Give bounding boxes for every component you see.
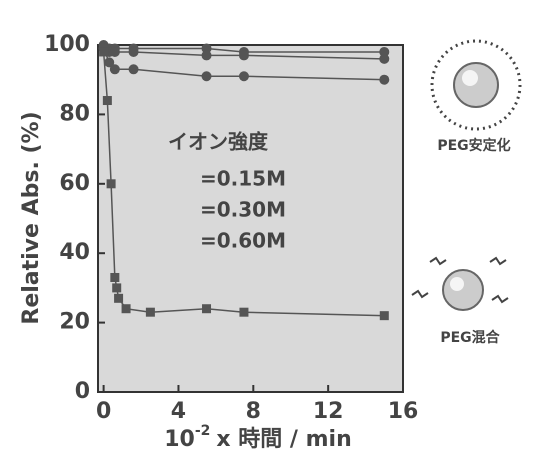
x-axis-label: 10-2 x 時間 / min [164, 423, 352, 452]
annotation: =0.60M [200, 229, 286, 253]
marker [121, 304, 131, 314]
marker [114, 293, 124, 303]
marker [379, 311, 389, 321]
x-tick-label: 0 [96, 399, 111, 424]
marker [99, 47, 109, 57]
x-tick-label: 8 [246, 399, 261, 424]
annotation: =0.15M [200, 167, 286, 191]
annotation: イオン強度 [168, 130, 269, 154]
annotation: =0.30M [200, 198, 286, 222]
x-tick-label: 4 [171, 399, 186, 424]
marker [201, 43, 212, 54]
marker [110, 272, 120, 282]
marker [238, 50, 249, 61]
marker [104, 57, 115, 68]
x-tick-label: 16 [388, 399, 419, 424]
x-label-rest: x 時間 / min [216, 427, 351, 452]
plot-area [97, 44, 404, 393]
marker [201, 50, 212, 61]
y-tick-label: 0 [75, 379, 90, 404]
marker [112, 283, 122, 293]
y-tick-label: 40 [59, 240, 90, 265]
marker [109, 64, 120, 75]
marker [201, 71, 212, 82]
x-label-base: 10 [164, 427, 195, 452]
x-tick-label: 12 [313, 399, 344, 424]
marker [102, 96, 112, 106]
icon-label: PEG混合 [440, 329, 500, 346]
marker [106, 179, 116, 189]
x-label-exp: -2 [195, 423, 211, 439]
marker [128, 64, 139, 75]
marker [202, 304, 212, 314]
marker [379, 53, 390, 64]
icon-label: PEG安定化 [437, 137, 510, 154]
marker [379, 46, 390, 57]
y-tick-label: 100 [44, 32, 90, 57]
marker [239, 307, 249, 317]
peg-stabilized-icon [430, 39, 522, 131]
marker [128, 46, 139, 57]
marker [109, 46, 120, 57]
y-tick-label: 60 [59, 171, 90, 196]
marker [379, 74, 390, 85]
y-tick-label: 20 [59, 310, 90, 335]
marker [238, 71, 249, 82]
marker [145, 307, 155, 317]
y-tick-label: 80 [59, 101, 90, 126]
y-axis-label: Relative Abs. (%) [19, 111, 44, 324]
peg-mixed-icon [411, 256, 509, 311]
